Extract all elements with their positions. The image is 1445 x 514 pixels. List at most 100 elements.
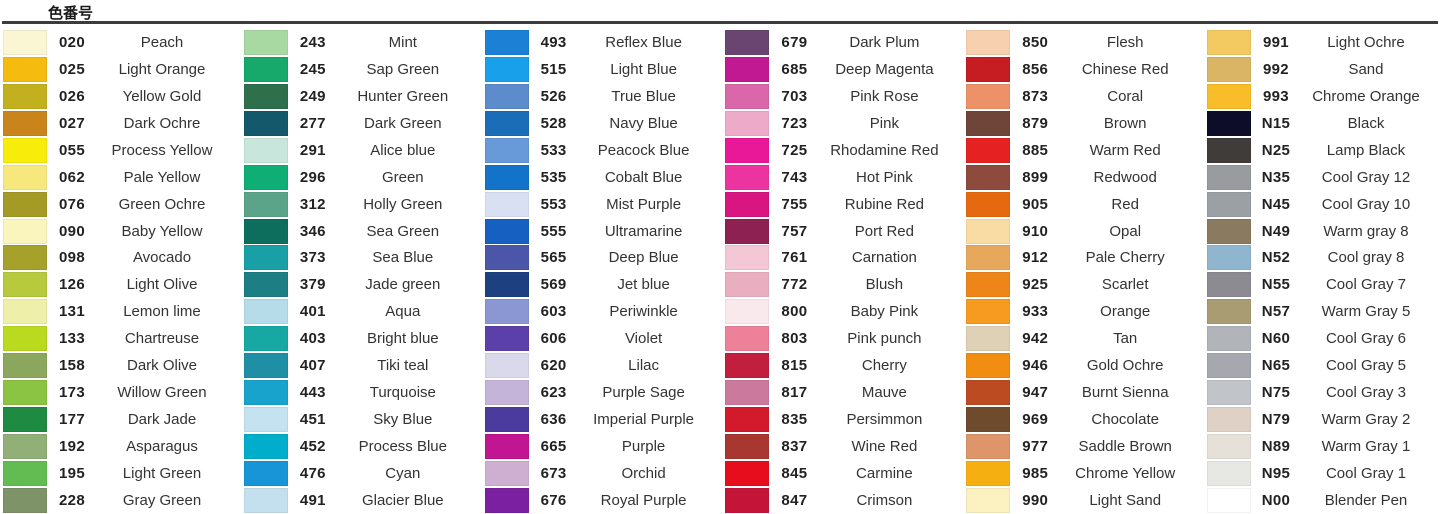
color-code: 291 [299,141,326,159]
color-row: 243 Mint [241,29,482,56]
color-swatch [1206,29,1251,55]
color-swatch [725,407,770,433]
color-swatch [725,245,770,271]
color-swatch [3,272,47,298]
color-name: Cool Gray 3 [1325,384,1406,402]
color-code: 555 [540,222,567,240]
color-swatch [243,434,288,460]
color-row: N15 Black [1204,110,1445,137]
color-row: N49 Warm gray 8 [1204,218,1445,245]
color-code: 685 [781,60,808,78]
color-code: 452 [299,438,326,456]
color-swatch [484,407,529,433]
color-swatch [484,29,529,55]
color-code: N15 [1261,114,1291,132]
color-name: Persimmon [846,411,923,429]
color-code: 407 [299,357,326,375]
color-grid: 020 Peach 025 Light Orange 026 Yellow Gold 027… [0,29,1445,514]
color-name: Dark Green [364,114,442,132]
color-code: N25 [1261,141,1291,159]
color-column: 493 Reflex Blue 515 Light Blue 526 True Blue 5… [482,29,723,514]
color-row: 676 Royal Purple [482,487,723,514]
color-name: Carmine [856,464,913,482]
color-name: Process Yellow [111,141,213,159]
header-divider [2,21,1438,24]
color-code: 126 [59,276,85,294]
color-code: 977 [1022,438,1049,456]
color-swatch [243,272,288,298]
color-row: 850 Flesh [963,29,1204,56]
color-code: 565 [540,249,567,267]
color-name: Mist Purple [606,195,682,213]
color-code: 743 [781,168,808,186]
color-swatch [243,407,288,433]
color-row: 027 Dark Ochre [0,110,241,137]
color-name: Hunter Green [357,87,449,105]
color-code: 401 [299,303,326,321]
color-column: 020 Peach 025 Light Orange 026 Yellow Gold 027… [0,29,241,514]
color-swatch [243,353,288,379]
color-row: N52 Cool gray 8 [1204,245,1445,272]
color-swatch [966,29,1011,55]
color-code: N60 [1261,330,1291,348]
color-row: 985 Chrome Yellow [963,460,1204,487]
color-swatch [725,191,770,217]
color-name: Tan [1113,330,1138,348]
color-row: 993 Chrome Orange [1204,83,1445,110]
color-row: 055 Process Yellow [0,137,241,164]
color-name: Light Sand [1089,491,1162,509]
color-swatch [484,326,529,352]
color-row: 665 Purple [482,433,723,460]
color-code: 679 [781,33,808,51]
color-row: 673 Orchid [482,460,723,487]
color-name: Warm Gray 5 [1321,303,1411,321]
color-name: Cool Gray 7 [1325,276,1406,294]
color-name: Warm Gray 1 [1321,438,1411,456]
color-name: Wine Red [851,438,918,456]
color-code: 535 [540,168,567,186]
color-name: Blush [865,276,904,294]
color-row: 312 Holly Green [241,191,482,218]
color-swatch [1206,137,1251,163]
color-name: Reflex Blue [605,33,682,51]
color-code: 933 [1022,303,1049,321]
color-code: 090 [59,222,85,240]
color-name: Coral [1107,87,1144,105]
color-row: 685 Deep Magenta [722,56,963,83]
color-swatch [484,299,529,325]
color-swatch [1206,460,1251,486]
color-row: 553 Mist Purple [482,191,723,218]
color-swatch [3,245,47,271]
color-row: 401 Aqua [241,298,482,325]
color-row: 679 Dark Plum [722,29,963,56]
color-name: Light Ochre [1327,33,1405,51]
color-name: Avocado [132,249,192,267]
color-name: Lemon lime [123,303,201,321]
color-swatch [966,326,1011,352]
color-code: 515 [540,60,567,78]
color-name: Holly Green [363,195,443,213]
color-row: 755 Rubine Red [722,191,963,218]
color-row: 912 Pale Cherry [963,245,1204,272]
color-swatch [966,487,1011,513]
color-name: Process Blue [358,438,447,456]
color-swatch [484,83,529,109]
color-code: 098 [59,249,85,267]
color-swatch [966,164,1011,190]
color-code: 403 [299,330,326,348]
color-name: Flesh [1106,33,1144,51]
color-swatch [725,218,770,244]
color-swatch [484,191,529,217]
color-name: Scarlet [1101,276,1149,294]
color-swatch [1206,380,1251,406]
color-swatch [1206,164,1251,190]
color-swatch [725,83,770,109]
color-code: 772 [781,276,808,294]
color-name: Periwinkle [609,303,678,321]
color-name: Opal [1109,222,1142,240]
color-row: 815 Cherry [722,352,963,379]
color-name: Cool Gray 6 [1325,330,1406,348]
color-row: 346 Sea Green [241,218,482,245]
color-code: 815 [781,357,808,375]
color-row: 845 Carmine [722,460,963,487]
